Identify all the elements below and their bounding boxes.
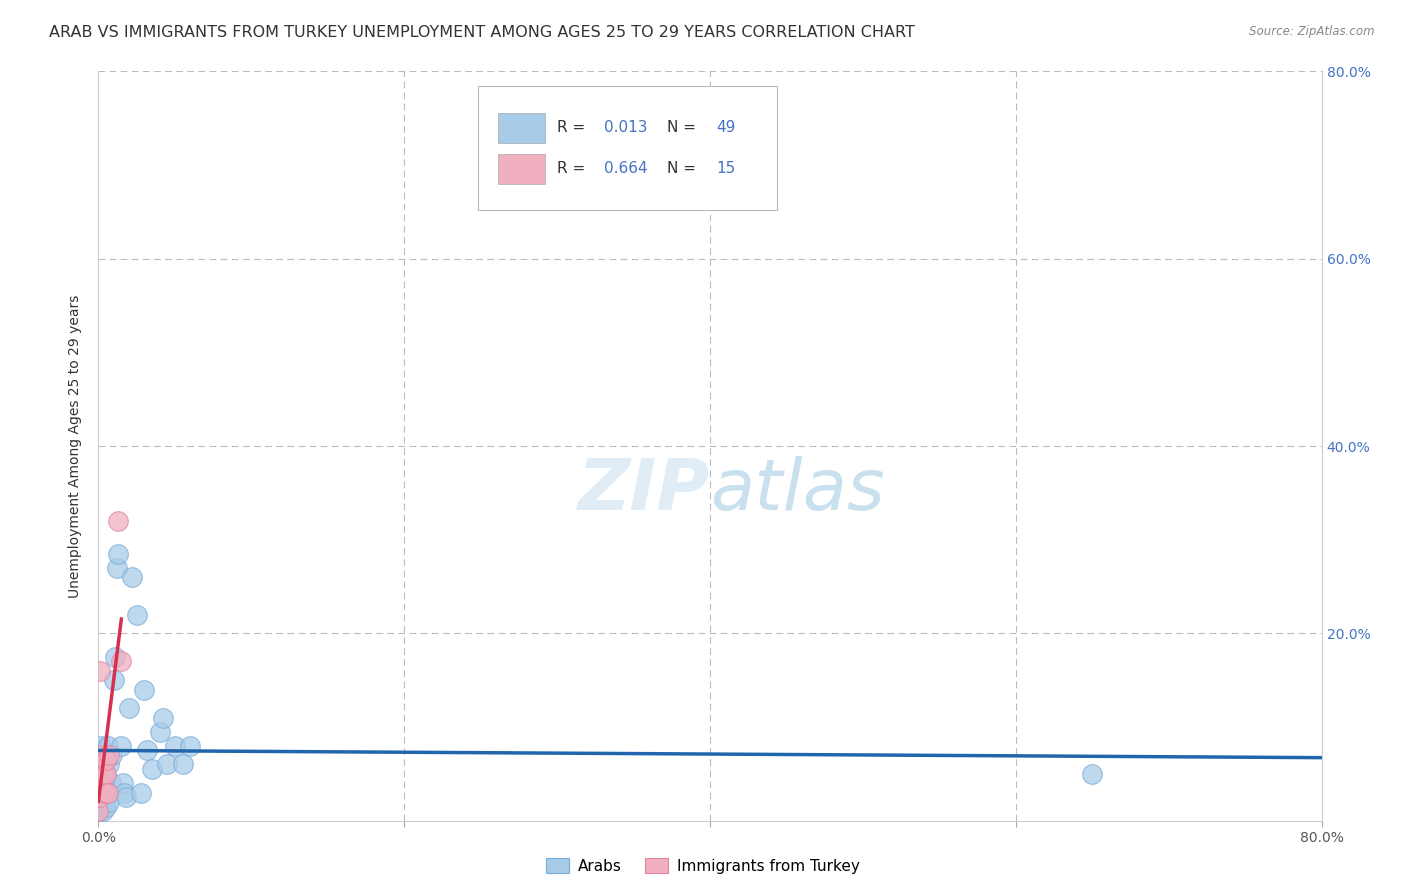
Point bbox=[149, 724, 172, 739]
Point bbox=[90, 776, 112, 790]
Point bbox=[94, 767, 117, 781]
Text: R =: R = bbox=[557, 161, 591, 177]
Point bbox=[94, 799, 117, 814]
Point bbox=[87, 767, 110, 781]
Point bbox=[90, 757, 112, 772]
Point bbox=[91, 767, 114, 781]
FancyBboxPatch shape bbox=[498, 112, 546, 143]
Point bbox=[89, 743, 111, 757]
Text: R =: R = bbox=[557, 120, 591, 135]
Point bbox=[125, 607, 148, 622]
Point bbox=[89, 790, 111, 805]
Point bbox=[90, 739, 112, 753]
Point bbox=[89, 805, 111, 819]
Point bbox=[93, 795, 115, 809]
Point bbox=[91, 747, 114, 762]
Point bbox=[87, 780, 110, 795]
Text: ZIP: ZIP bbox=[578, 457, 710, 525]
Point bbox=[172, 757, 194, 772]
Point bbox=[89, 664, 111, 678]
Point bbox=[93, 786, 115, 800]
Point bbox=[101, 747, 124, 762]
Text: ARAB VS IMMIGRANTS FROM TURKEY UNEMPLOYMENT AMONG AGES 25 TO 29 YEARS CORRELATIO: ARAB VS IMMIGRANTS FROM TURKEY UNEMPLOYM… bbox=[49, 25, 915, 40]
Text: atlas: atlas bbox=[710, 457, 884, 525]
Point bbox=[91, 776, 114, 790]
Point bbox=[97, 786, 120, 800]
Point bbox=[97, 739, 120, 753]
Point bbox=[90, 795, 112, 809]
Point bbox=[107, 514, 129, 528]
Point bbox=[112, 786, 135, 800]
Point bbox=[94, 753, 117, 767]
Point bbox=[136, 743, 159, 757]
Point bbox=[134, 682, 156, 697]
Point bbox=[87, 786, 110, 800]
Text: 0.013: 0.013 bbox=[603, 120, 647, 135]
Point bbox=[103, 673, 125, 688]
Point bbox=[118, 701, 141, 715]
Point bbox=[91, 805, 114, 819]
Point bbox=[93, 776, 115, 790]
Point bbox=[94, 767, 117, 781]
Point bbox=[90, 786, 112, 800]
Point bbox=[111, 776, 134, 790]
Point bbox=[107, 547, 129, 561]
Point bbox=[110, 739, 132, 753]
Point bbox=[100, 776, 122, 790]
Y-axis label: Unemployment Among Ages 25 to 29 years: Unemployment Among Ages 25 to 29 years bbox=[69, 294, 83, 598]
Point bbox=[89, 757, 111, 772]
Point bbox=[129, 786, 152, 800]
Point bbox=[90, 767, 112, 781]
FancyBboxPatch shape bbox=[498, 153, 546, 184]
Point bbox=[121, 570, 143, 584]
Point bbox=[110, 655, 132, 669]
Text: N =: N = bbox=[668, 120, 702, 135]
Point bbox=[87, 795, 110, 809]
Point bbox=[152, 710, 174, 724]
Point bbox=[91, 747, 114, 762]
Text: 15: 15 bbox=[716, 161, 735, 177]
Point bbox=[156, 757, 179, 772]
Point bbox=[98, 747, 121, 762]
Legend: Arabs, Immigrants from Turkey: Arabs, Immigrants from Turkey bbox=[540, 852, 866, 880]
Point bbox=[91, 762, 114, 776]
FancyBboxPatch shape bbox=[478, 87, 778, 210]
Text: N =: N = bbox=[668, 161, 702, 177]
Text: Source: ZipAtlas.com: Source: ZipAtlas.com bbox=[1250, 25, 1375, 38]
Point bbox=[105, 561, 128, 575]
Point bbox=[89, 772, 111, 786]
Point bbox=[141, 762, 163, 776]
Point bbox=[87, 805, 110, 819]
Point bbox=[1081, 767, 1104, 781]
Point bbox=[90, 753, 112, 767]
Point bbox=[98, 757, 121, 772]
Point bbox=[104, 649, 127, 664]
Point bbox=[98, 795, 121, 809]
Point bbox=[115, 790, 138, 805]
Text: 49: 49 bbox=[716, 120, 735, 135]
Point bbox=[97, 786, 120, 800]
Point bbox=[179, 739, 201, 753]
Text: 0.664: 0.664 bbox=[603, 161, 647, 177]
Point bbox=[163, 739, 186, 753]
Point bbox=[93, 786, 115, 800]
